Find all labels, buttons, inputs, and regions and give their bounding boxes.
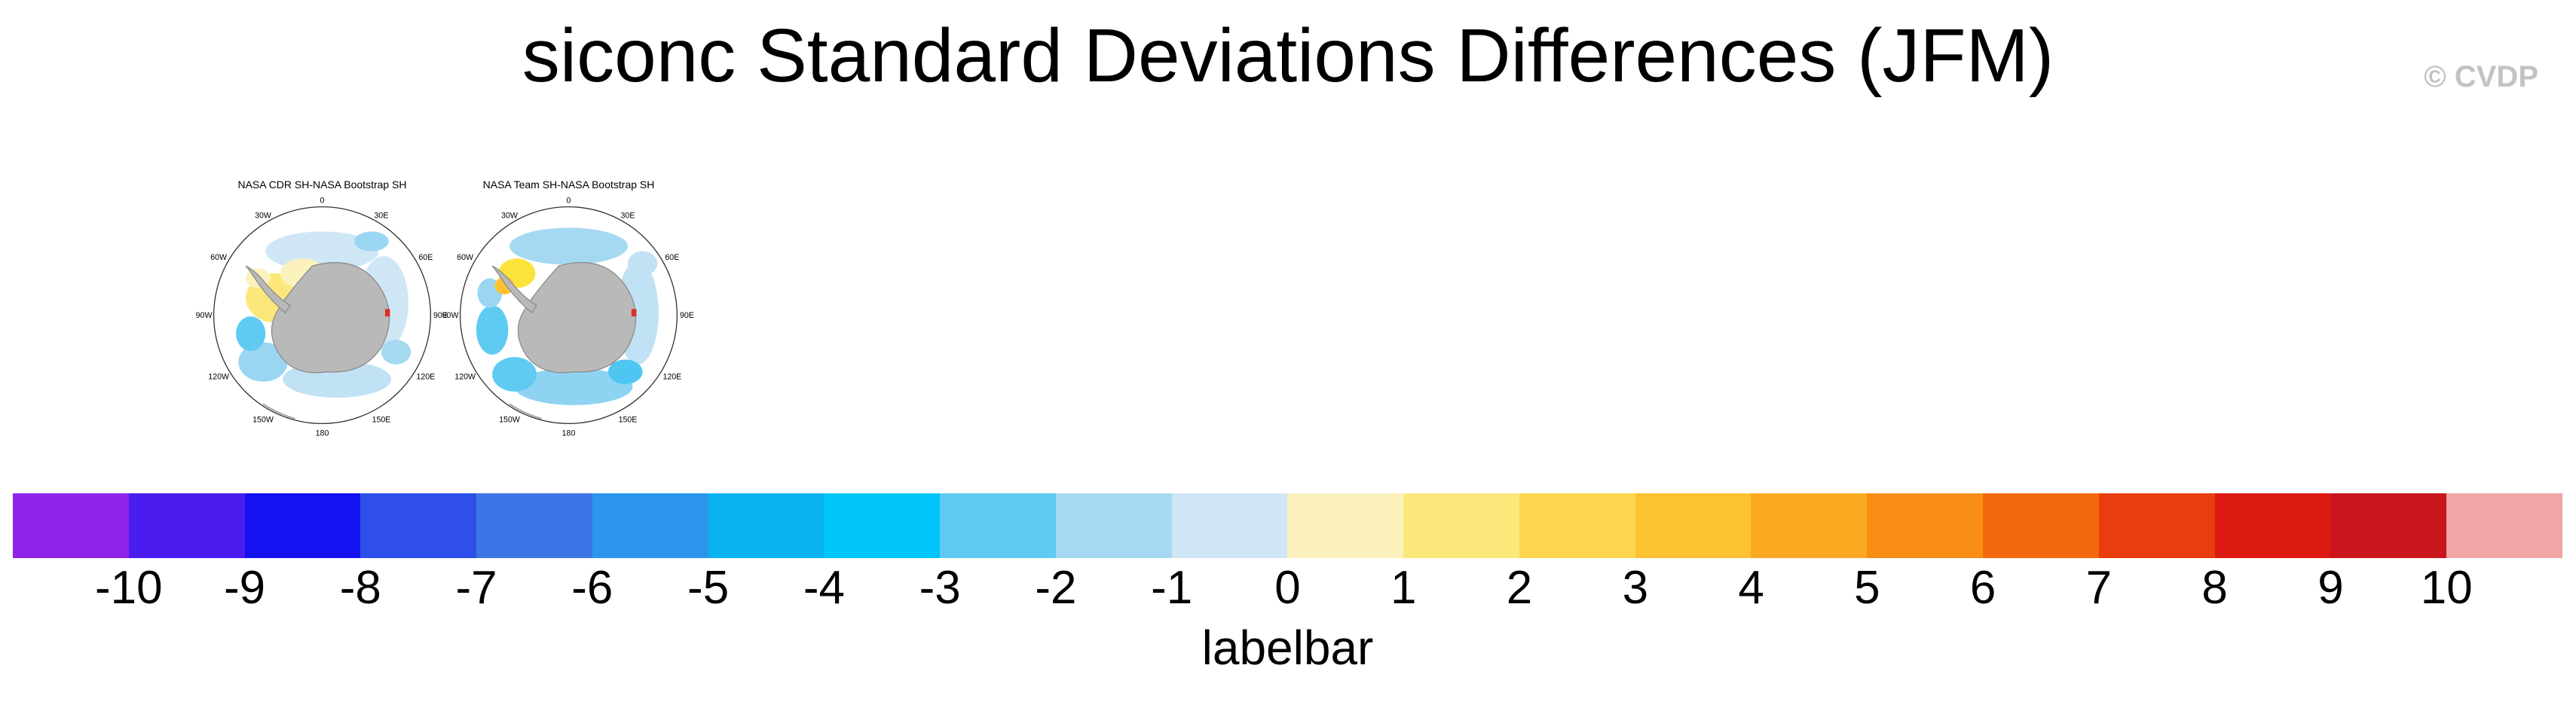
colorbar-tick-label: 10: [2420, 562, 2473, 614]
colorbar-box: [824, 493, 941, 558]
svg-text:120W: 120W: [454, 373, 476, 382]
colorbar-tick-label: 2: [1506, 562, 1533, 614]
colorbar-box: [708, 493, 825, 558]
svg-text:180: 180: [562, 429, 576, 438]
svg-text:90E: 90E: [433, 311, 448, 320]
polar-map-cdr: 0 30E 60E 90E 120E 150E 180 150W 120W 90…: [196, 197, 448, 438]
svg-text:150E: 150E: [372, 416, 391, 425]
colorbar-box: [13, 493, 129, 558]
colorbar-box: [360, 493, 477, 558]
colorbar-ticks: -10 -9 -8 -7 -6 -5 -4 -3 -2 -1 0 1 2 3 4 5 6 7 8 9 10: [13, 562, 2562, 618]
map-panel-cdr: NASA CDR SH-NASA Bootstrap SH: [196, 178, 448, 438]
colorbar-tick-label: -8: [339, 562, 381, 614]
svg-text:60E: 60E: [418, 253, 433, 262]
colorbar-box: [1983, 493, 2099, 558]
colorbar-tick-label: -2: [1035, 562, 1077, 614]
colorbar-box: [1403, 493, 1519, 558]
svg-text:30W: 30W: [255, 212, 271, 221]
colorbar-box: [1055, 493, 1172, 558]
svg-text:120E: 120E: [416, 373, 435, 382]
colorbar-tick-label: 5: [1854, 562, 1880, 614]
svg-text:60W: 60W: [457, 253, 473, 262]
map-panel-team: NASA Team SH-NASA Bootstrap SH: [442, 178, 694, 438]
red-marker: [384, 309, 390, 317]
svg-text:180: 180: [316, 429, 329, 438]
coastline-arc: [262, 403, 295, 420]
colorbar-tick-label: 3: [1622, 562, 1649, 614]
colorbar-tick-label: -7: [455, 562, 497, 614]
colorbar-box: [244, 493, 361, 558]
map-outline-circle: [459, 206, 678, 425]
svg-text:60W: 60W: [210, 253, 227, 262]
colorbar-tick-label: 7: [2085, 562, 2113, 614]
colorbar-box: [1287, 493, 1404, 558]
colorbar-tick-label: 0: [1274, 562, 1301, 614]
colorbar-tick-label: -5: [687, 562, 730, 614]
svg-text:150W: 150W: [252, 416, 274, 425]
colorbar-tick-label: 8: [2201, 562, 2228, 614]
colorbar-box: [2098, 493, 2215, 558]
longitude-labels: 0 30E 60E 90E 120E 150E 180 150W 120W 90…: [196, 197, 448, 438]
colorbar: [13, 493, 2562, 558]
antarctica-landmass: [517, 262, 637, 374]
colorbar-box: [1751, 493, 1868, 558]
colorbar-tick-label: 6: [1969, 562, 1996, 614]
antarctic-peninsula: [245, 265, 291, 314]
red-marker: [631, 309, 637, 317]
svg-text:60E: 60E: [665, 253, 679, 262]
map-panels: NASA CDR SH-NASA Bootstrap SH: [196, 178, 694, 438]
colorbar-box: [2214, 493, 2331, 558]
colorbar-box: [1171, 493, 1288, 558]
colorbar-box: [1867, 493, 1984, 558]
svg-text:30W: 30W: [501, 212, 518, 221]
svg-text:0: 0: [320, 197, 325, 206]
svg-text:90W: 90W: [442, 311, 459, 320]
map-panel-title: NASA CDR SH-NASA Bootstrap SH: [237, 178, 407, 191]
svg-text:30E: 30E: [621, 212, 635, 221]
map-outline-circle: [213, 206, 432, 425]
svg-text:150E: 150E: [619, 416, 638, 425]
colorbar-box: [2330, 493, 2447, 558]
svg-text:120E: 120E: [662, 373, 681, 382]
colorbar-tick-label: -6: [571, 562, 613, 614]
cvdp-watermark: © CVDP: [2424, 60, 2538, 93]
svg-text:90E: 90E: [680, 311, 694, 320]
svg-text:30E: 30E: [375, 212, 389, 221]
colorbar-box: [128, 493, 245, 558]
svg-text:0: 0: [567, 197, 571, 206]
svg-text:150W: 150W: [499, 416, 520, 425]
figure-title: siconc Standard Deviations Differences (…: [522, 14, 2054, 98]
longitude-labels: 0 30E 60E 90E 120E 150E 180 150W 120W 90…: [442, 197, 694, 438]
svg-text:90W: 90W: [196, 311, 213, 320]
svg-text:120W: 120W: [208, 373, 229, 382]
colorbar-box: [2446, 493, 2562, 558]
colorbar-box: [1635, 493, 1751, 558]
colorbar-box: [1519, 493, 1635, 558]
colorbar-box: [940, 493, 1056, 558]
antarctic-peninsula: [491, 265, 537, 314]
labelbar-caption: labelbar: [1201, 621, 1374, 675]
map-panel-title: NASA Team SH-NASA Bootstrap SH: [482, 178, 655, 191]
colorbar-tick-label: -10: [94, 562, 163, 614]
polar-map-team: 0 30E 60E 90E 120E 150E 180 150W 120W 90…: [442, 197, 694, 438]
colorbar-box: [592, 493, 708, 558]
colorbar-tick-label: 9: [2317, 562, 2344, 614]
colorbar-tick-label: 1: [1390, 562, 1417, 614]
colorbar-tick-label: -1: [1151, 562, 1193, 614]
colorbar-tick-label: -9: [223, 562, 266, 614]
colorbar-box: [476, 493, 592, 558]
colorbar-tick-label: -4: [803, 562, 845, 614]
labelbar: -10 -9 -8 -7 -6 -5 -4 -3 -2 -1 0 1 2 3 4 5 6 7 8 9 10 labelb…: [13, 493, 2562, 674]
antarctica-landmass: [271, 262, 390, 374]
colorbar-tick-label: 4: [1738, 562, 1764, 614]
colorbar-tick-label: -3: [919, 562, 961, 614]
coastline-arc: [509, 403, 542, 420]
